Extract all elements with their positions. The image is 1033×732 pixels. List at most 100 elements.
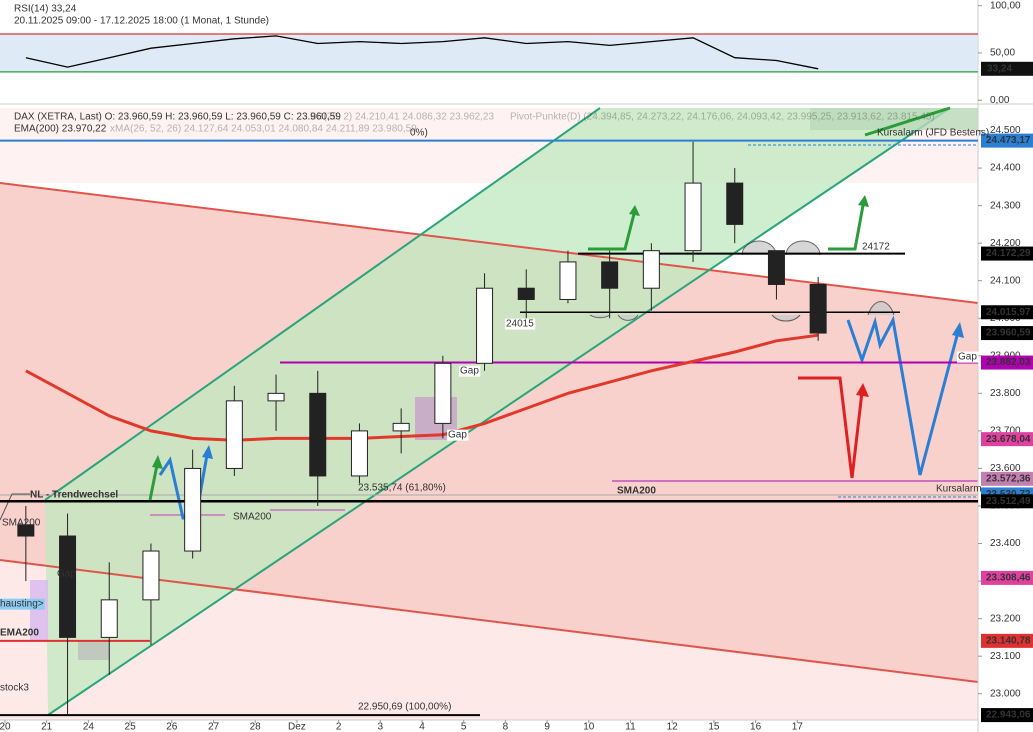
arrowhead	[858, 195, 869, 207]
y-tick-label: 23.700	[990, 426, 1021, 437]
channel-line	[0, 559, 979, 683]
price-tag-label: 23.572,36	[986, 473, 1031, 484]
x-tick-label: 27	[208, 722, 220, 732]
price-tag-label: 22.943,06	[986, 710, 1031, 721]
y-tick-label: 0,00	[990, 95, 1010, 106]
y-tick-label: 23.600	[990, 463, 1021, 474]
price-tag-label: 23.140,78	[986, 636, 1031, 647]
arrow	[798, 376, 864, 479]
annotation-box	[957, 351, 979, 363]
rsi-band	[0, 34, 978, 72]
y-tick-label: 23.400	[990, 538, 1021, 549]
x-tick-label: 11	[625, 722, 636, 732]
lower-zone	[0, 560, 978, 720]
x-tick-label: 16	[750, 722, 762, 732]
candle-body	[142, 550, 160, 601]
x-tick-label: 3	[378, 722, 384, 732]
y-tick-label: 23.100	[990, 651, 1021, 662]
candle-body	[726, 182, 744, 225]
annotation: SMA200	[617, 486, 656, 497]
price-tag	[981, 494, 1033, 509]
x-tick-label: 12	[667, 722, 679, 732]
price-tag	[981, 570, 1033, 585]
candle-body	[392, 422, 410, 432]
annotation: Gap	[448, 430, 467, 441]
arrowhead	[856, 383, 869, 397]
x-tick-label: 9	[544, 722, 550, 732]
y-tick-label: 24.200	[990, 238, 1021, 249]
annotation: Kursalarm	[936, 484, 982, 495]
candle-body	[642, 250, 660, 289]
annotation: 24015	[506, 319, 534, 330]
annotation: Kursalarm (JFD Bestens)	[877, 128, 989, 139]
y-tick-label: 100,00	[990, 0, 1021, 11]
candle-body	[59, 535, 77, 638]
price-tag	[981, 133, 1033, 148]
ema-line	[25, 333, 819, 442]
annotation-box	[0, 598, 45, 610]
arrow	[828, 199, 866, 251]
rsi-title: RSI(14) 33,24	[14, 4, 77, 15]
x-tick-label: 8	[503, 722, 509, 732]
rsi-subtitle: 20.11.2025 09:00 - 17.12.2025 18:00 (1 M…	[14, 16, 269, 27]
channel-line	[0, 182, 979, 304]
x-tick-label: 25	[125, 722, 137, 732]
arrow	[588, 209, 637, 251]
price-tag	[981, 305, 1033, 320]
x-tick-label: 10	[583, 722, 595, 732]
annotation-box	[459, 365, 481, 377]
y-tick-label: 23.000	[990, 688, 1021, 699]
channel-line	[44, 107, 601, 501]
candle-body	[517, 287, 535, 300]
price-tag-label: 23.512,49	[986, 496, 1031, 507]
price-tag-label: 24.015,97	[986, 307, 1031, 318]
candle-body	[809, 283, 827, 334]
price-tag	[981, 355, 1033, 370]
x-tick-label: 24	[83, 722, 95, 732]
price-tag-label: 24.172,29	[986, 248, 1031, 259]
candle-body	[476, 287, 494, 364]
channel-line	[47, 107, 951, 716]
annotation: SMA200	[2, 518, 41, 529]
y-tick-label: 24.400	[990, 163, 1021, 174]
y-tick-label: 24.300	[990, 200, 1021, 211]
pattern-arcs	[589, 240, 895, 322]
candle-body	[767, 250, 785, 285]
rsi-tag-label: 33,24	[987, 63, 1012, 74]
annotation: NL - Trendwechsel	[30, 490, 118, 501]
arrowhead	[152, 455, 163, 469]
arrow	[148, 464, 159, 501]
candle-body	[225, 400, 243, 469]
x-tick-label: 20	[0, 722, 11, 732]
price-tag-label: 23.308,46	[986, 573, 1031, 584]
price-tag-label: 23.678,04	[986, 434, 1031, 445]
arrowhead	[202, 445, 213, 459]
candle-body	[267, 392, 285, 402]
x-tick-label: 4	[419, 722, 425, 732]
price-backdrop	[0, 106, 979, 720]
price-tag	[981, 326, 1033, 341]
x-tick-label: 21	[41, 722, 53, 732]
gap-box	[78, 640, 110, 660]
candle-body	[184, 467, 202, 552]
arrow	[864, 106, 951, 137]
annotation: 0%)	[410, 128, 428, 139]
indicator-note: Pivot-Punkte(D) (24.394,85, 24.273,22, 2…	[510, 112, 935, 123]
indicator-note: xMA(26, 52, 26) 24.127,64 24.053,01 24.0…	[110, 124, 417, 135]
candle-body	[100, 599, 118, 638]
price-tag	[981, 633, 1033, 648]
price-tag	[981, 246, 1033, 261]
arrowhead	[952, 322, 964, 338]
annotation: Gap	[958, 352, 977, 363]
x-tick-label: 28	[250, 722, 262, 732]
y-tick-label: 24.100	[990, 275, 1021, 286]
y-tick-label: 50,00	[990, 48, 1015, 59]
indicator-note: BB(20, 2) 24.210,41 24.086,32 23.962,23	[310, 112, 494, 123]
arrowhead	[629, 205, 640, 216]
price-tag-label: 24.473,17	[986, 135, 1031, 146]
annotation: Gap	[57, 569, 76, 580]
y-tick-label: 23.800	[990, 388, 1021, 399]
y-tick-label: 23.200	[990, 613, 1021, 624]
price-tag-label: 23.882,03	[986, 357, 1031, 368]
